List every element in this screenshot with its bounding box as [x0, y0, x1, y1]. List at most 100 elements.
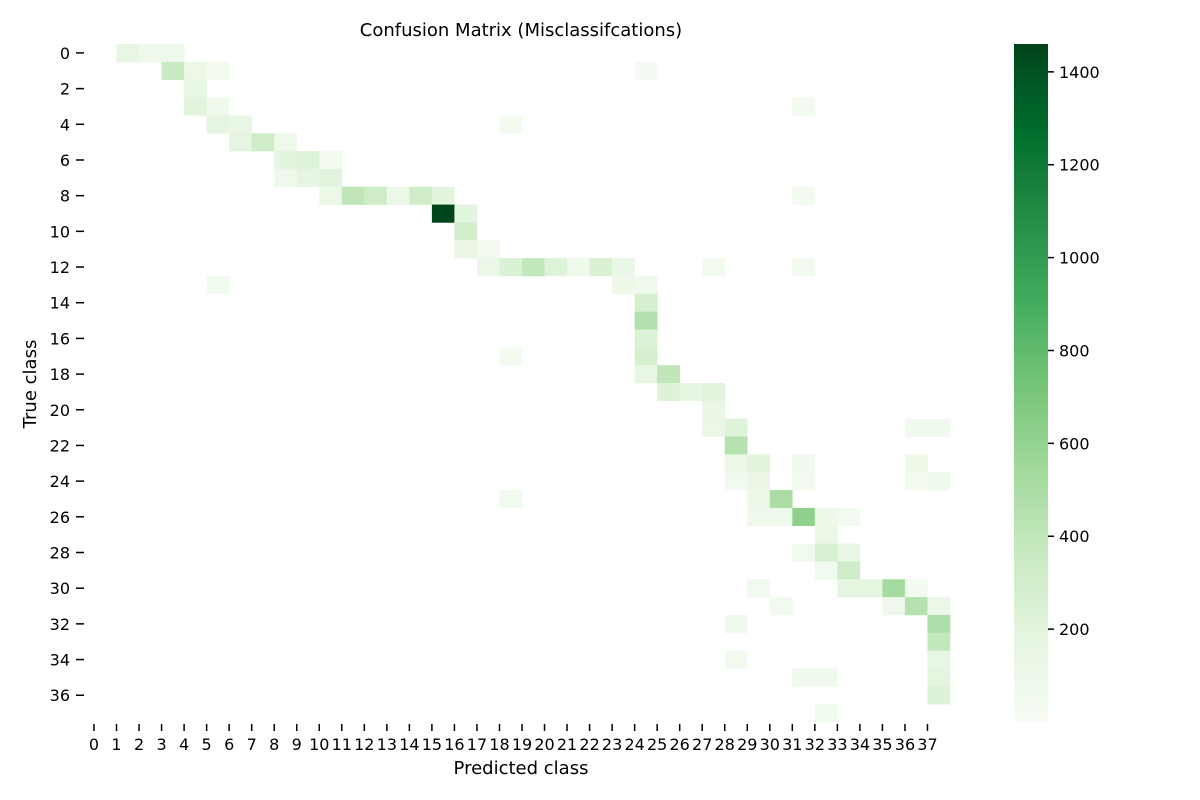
- heatmap-cell: [589, 258, 613, 277]
- heatmap-cell: [927, 650, 951, 669]
- heatmap-cell: [544, 258, 568, 277]
- x-tick-label: 31: [782, 735, 802, 754]
- x-tick-label: 19: [512, 735, 532, 754]
- heatmap-cell: [161, 61, 185, 80]
- y-tick-label: 20: [50, 401, 70, 420]
- heatmap-cell: [499, 115, 523, 134]
- heatmap-cell: [724, 650, 748, 669]
- heatmap-cell: [792, 186, 816, 205]
- heatmap-cell: [927, 686, 951, 705]
- heatmap-cell: [904, 418, 928, 437]
- heatmap-cell: [747, 472, 771, 491]
- x-tick-label: 11: [332, 735, 352, 754]
- heatmap-cell: [927, 597, 951, 616]
- x-tick-label: 37: [917, 735, 937, 754]
- x-tick-label: 25: [647, 735, 667, 754]
- colorbar: 200 400 600 800 1000 1200 1400: [1014, 44, 1100, 722]
- heatmap-cell: [522, 258, 545, 277]
- heatmap-cell: [274, 151, 298, 170]
- heatmap-cell: [747, 490, 771, 509]
- heatmap-cell: [454, 204, 478, 223]
- x-tick-label: 16: [444, 735, 464, 754]
- x-tick-label: 5: [202, 735, 212, 754]
- x-tick-label: 36: [895, 735, 915, 754]
- x-tick-label: 1: [111, 735, 121, 754]
- y-tick-label: 16: [50, 329, 70, 348]
- y-tick-label: 30: [50, 579, 70, 598]
- x-tick-label: 22: [579, 735, 599, 754]
- x-tick-label: 4: [179, 735, 189, 754]
- heatmap-cell: [927, 418, 951, 437]
- heatmap-cell: [927, 632, 951, 651]
- heatmap-cell: [837, 507, 861, 527]
- heatmap-cell: [161, 44, 185, 63]
- heatmap-cell: [454, 240, 478, 259]
- x-tick-label: 26: [670, 735, 690, 754]
- heatmap-cell: [904, 579, 928, 598]
- x-tick-label: 14: [399, 735, 419, 754]
- x-tick-label: 30: [760, 735, 780, 754]
- heatmap-cell: [882, 579, 906, 598]
- heatmap-cell: [184, 79, 207, 98]
- x-tick-label: 35: [872, 735, 892, 754]
- heatmap-cell: [792, 454, 816, 473]
- x-tick-label: 12: [354, 735, 374, 754]
- x-tick-label: 23: [602, 735, 622, 754]
- heatmap-cell: [724, 614, 748, 634]
- heatmap-cell: [814, 525, 838, 544]
- heatmap-cell: [319, 186, 343, 205]
- x-tick-label: 0: [89, 735, 99, 754]
- heatmap-cell: [476, 258, 500, 277]
- y-tick-label: 0: [60, 44, 70, 63]
- x-tick-label: 32: [805, 735, 825, 754]
- heatmap-cell: [364, 186, 388, 205]
- heatmap-cell: [724, 436, 748, 455]
- colorbar-tick-label: 1000: [1059, 249, 1100, 268]
- heatmap-cell: [927, 472, 951, 491]
- heatmap-cell: [904, 472, 928, 491]
- colorbar-gradient: [1014, 44, 1048, 722]
- colorbar-tick-label: 1400: [1059, 63, 1100, 82]
- heatmap-cell: [499, 258, 523, 277]
- heatmap-cells: [116, 44, 951, 723]
- heatmap-cell: [747, 507, 771, 527]
- heatmap-cell: [206, 275, 230, 295]
- y-tick-label: 14: [50, 294, 70, 313]
- heatmap-cell: [724, 418, 748, 437]
- heatmap-cell: [296, 168, 320, 188]
- heatmap-cell: [702, 418, 726, 437]
- heatmap-cell: [657, 383, 680, 402]
- heatmap-cell: [634, 61, 658, 80]
- heatmap-cell: [792, 472, 816, 491]
- heatmap-cell: [927, 668, 951, 687]
- heatmap-cell: [206, 61, 230, 80]
- x-tick-label: 33: [827, 735, 847, 754]
- heatmap-cell: [837, 543, 861, 562]
- x-tick-label: 20: [534, 735, 554, 754]
- y-tick-label: 22: [50, 436, 70, 455]
- x-tick-label: 18: [489, 735, 509, 754]
- heatmap-cell: [724, 472, 748, 491]
- heatmap-cell: [814, 507, 838, 527]
- heatmap-cell: [769, 597, 793, 616]
- x-tick-label: 24: [624, 735, 644, 754]
- heatmap-cell: [229, 133, 252, 152]
- y-tick-label: 28: [50, 544, 70, 563]
- heatmap-cell: [454, 222, 478, 241]
- y-tick-label: 4: [60, 115, 70, 134]
- heatmap-cell: [251, 133, 275, 152]
- heatmap-cell: [814, 561, 838, 580]
- x-axis-label: Predicted class: [454, 758, 589, 779]
- heatmap-cell: [296, 151, 320, 170]
- heatmap-cell: [184, 97, 207, 116]
- heatmap-cell: [431, 186, 455, 205]
- heatmap-cell: [319, 151, 343, 170]
- y-tick-label: 18: [50, 365, 70, 384]
- heatmap-cell: [206, 115, 230, 134]
- heatmap-cell: [792, 507, 816, 527]
- heatmap-cell: [747, 579, 771, 598]
- x-tick-label: 29: [737, 735, 757, 754]
- heatmap-cell: [792, 97, 816, 116]
- colorbar-ticks: 200 400 600 800 1000 1200 1400: [1048, 63, 1100, 639]
